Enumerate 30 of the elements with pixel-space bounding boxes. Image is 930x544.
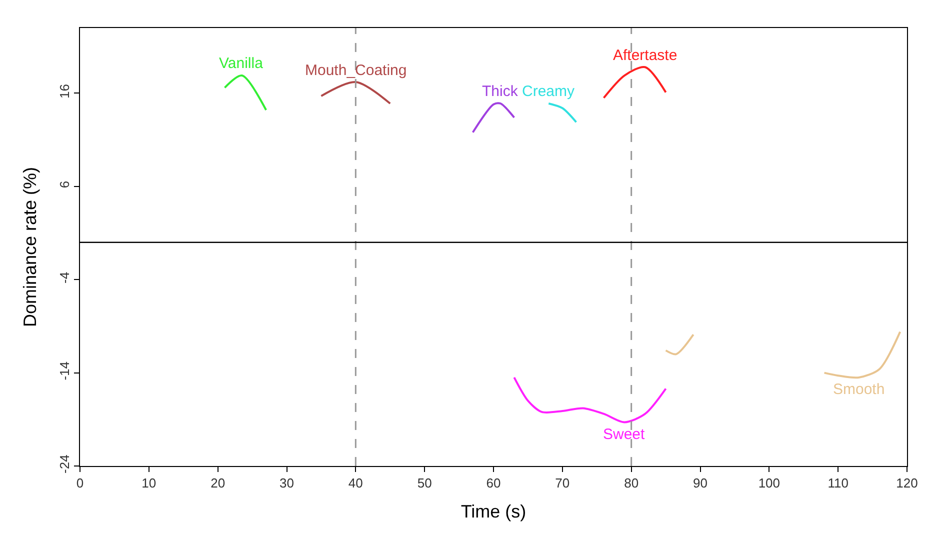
line-series <box>472 102 516 134</box>
x-tick-label: 50 <box>417 476 432 491</box>
x-tick-label: 120 <box>896 476 918 491</box>
series-label: Thick <box>482 83 518 100</box>
series-label: Creamy <box>522 83 576 100</box>
x-tick-label: 90 <box>693 476 708 491</box>
x-tick-label: 0 <box>76 476 84 491</box>
y-tick-label: 16 <box>56 84 72 99</box>
x-tick-label: 70 <box>555 476 570 491</box>
y-tick-label: -4 <box>56 272 72 284</box>
x-tick-label: 100 <box>758 476 780 491</box>
line-series <box>513 376 667 424</box>
x-tick-label: 20 <box>210 476 226 491</box>
line-series <box>602 66 667 99</box>
x-tick-label: 110 <box>828 476 848 491</box>
y-tick-label: -24 <box>56 454 72 474</box>
x-tick-label: 80 <box>624 476 639 491</box>
y-tick-label: 6 <box>56 180 72 188</box>
series-label: Smooth <box>833 381 885 398</box>
y-axis-title: Dominance rate (%) <box>20 166 40 328</box>
x-tick-label: 10 <box>142 476 156 491</box>
x-axis-title: Time (s) <box>460 502 526 522</box>
y-tick-label: -14 <box>56 361 72 380</box>
x-tick-label: 60 <box>486 476 501 491</box>
series-label: Vanilla <box>219 55 264 72</box>
x-tick-label: 40 <box>348 476 363 491</box>
series-label: Aftertaste <box>613 47 678 64</box>
series-label: Mouth_Coating <box>305 62 407 79</box>
series-label: Sweet <box>603 426 646 443</box>
x-tick-label: 30 <box>280 476 294 491</box>
